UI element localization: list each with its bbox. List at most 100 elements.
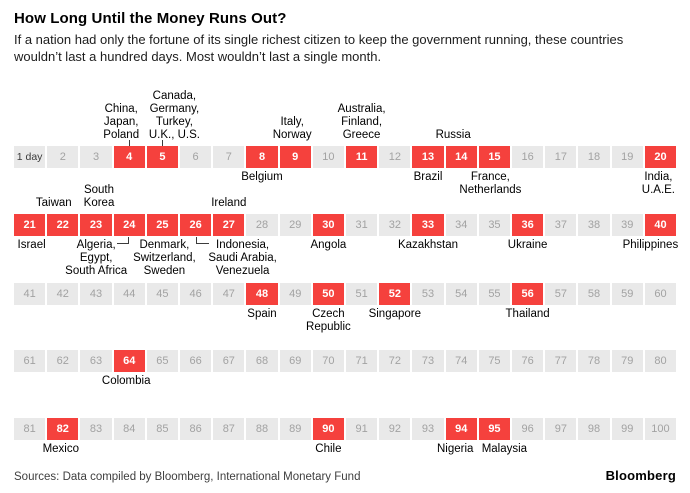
footer: Sources: Data compiled by Bloomberg, Int… xyxy=(14,468,676,483)
country-label: France, Netherlands xyxy=(459,171,522,196)
connector-line xyxy=(117,237,130,244)
day-cell: 34 xyxy=(445,214,477,236)
day-cell: 28 xyxy=(246,214,278,236)
day-cell: 31 xyxy=(346,214,378,236)
day-cell: 71 xyxy=(346,350,378,372)
country-label: Australia, Finland, Greece xyxy=(337,103,386,141)
day-cell: 75 xyxy=(478,350,511,372)
day-cell-highlighted: 26 xyxy=(180,214,212,236)
day-cell: 51 xyxy=(346,283,378,305)
country-label: Philippines xyxy=(622,239,679,251)
day-cell: 35 xyxy=(478,214,511,236)
day-cell: 80 xyxy=(644,350,677,372)
day-cell: 58 xyxy=(578,283,610,305)
day-cell: 93 xyxy=(412,418,444,440)
country-label: Singapore xyxy=(368,308,422,320)
day-cell: 38 xyxy=(578,214,610,236)
day-cell: 72 xyxy=(379,350,411,372)
country-label: Indonesia, Saudi Arabia, Venezuela xyxy=(208,239,277,277)
day-cell: 37 xyxy=(545,214,577,236)
country-label: Angola xyxy=(310,239,347,251)
day-cell-highlighted: 15 xyxy=(478,146,511,168)
day-cell: 92 xyxy=(379,418,411,440)
day-cell: 81 xyxy=(14,418,46,440)
country-label: Brazil xyxy=(413,171,443,183)
grid-row: 1 day 2 3 4 5 6 7 8 9 10 11 12 13 14 15 16 17 18 19 20 xyxy=(14,146,677,168)
day-cell-highlighted: 33 xyxy=(412,214,444,236)
day-cell-highlighted: 14 xyxy=(445,146,477,168)
grid-row: 61 62 63 64 65 66 67 68 69 70 71 72 73 74 75 76 77 78 79 80 xyxy=(14,350,677,372)
day-cell: 67 xyxy=(213,350,245,372)
day-cell: 41 xyxy=(14,283,46,305)
country-label: Russia xyxy=(435,129,471,141)
country-label: Thailand xyxy=(505,308,550,320)
country-label: India, U.A.E. xyxy=(641,171,676,196)
day-cell: 83 xyxy=(80,418,112,440)
day-cell: 55 xyxy=(478,283,511,305)
country-label: China, Japan, Poland xyxy=(103,103,140,141)
day-cell-highlighted: 25 xyxy=(146,214,179,236)
day-cell: 29 xyxy=(279,214,311,236)
day-cell-highlighted: 52 xyxy=(379,283,411,305)
day-cell: 65 xyxy=(146,350,179,372)
connector-line xyxy=(195,237,209,244)
country-label: South Korea xyxy=(83,184,115,209)
day-cell-highlighted: 13 xyxy=(412,146,444,168)
country-label: Chile xyxy=(315,443,342,455)
country-label: Belgium xyxy=(241,171,283,183)
country-label: Spain xyxy=(247,308,277,320)
country-label: Italy, Norway xyxy=(272,116,312,141)
grid-row: 21 22 23 24 25 26 27 28 29 30 31 32 33 34 35 36 37 38 39 40 xyxy=(14,214,677,236)
day-cell: 32 xyxy=(379,214,411,236)
day-cell: 53 xyxy=(412,283,444,305)
country-label: Israel xyxy=(17,239,46,251)
day-cell: 99 xyxy=(611,418,643,440)
day-cell: 45 xyxy=(146,283,179,305)
day-cell: 87 xyxy=(213,418,245,440)
day-cell: 77 xyxy=(545,350,577,372)
chart-area: 1 day 2 3 4 5 6 7 8 9 10 11 12 13 14 15 16 17 18 19 20 21 22 2… xyxy=(0,88,690,462)
country-label: Canada, Germany, Turkey, U.K., U.S. xyxy=(148,90,200,141)
day-cell-highlighted: 27 xyxy=(213,214,245,236)
day-cell-highlighted: 5 xyxy=(146,146,179,168)
country-label: Colombia xyxy=(101,375,151,387)
day-cell: 78 xyxy=(578,350,610,372)
day-cell-highlighted: 64 xyxy=(113,350,145,372)
country-label: Ukraine xyxy=(507,239,548,251)
day-cell: 59 xyxy=(611,283,643,305)
day-cell-highlighted: 50 xyxy=(312,283,345,305)
grid-row: 81 82 83 84 85 86 87 88 89 90 91 92 93 94 95 96 97 98 99 10… xyxy=(14,418,677,440)
day-cell-highlighted: 94 xyxy=(445,418,477,440)
day-cell: 66 xyxy=(180,350,212,372)
day-cell: 62 xyxy=(47,350,79,372)
day-cell: 76 xyxy=(512,350,544,372)
day-cell: 68 xyxy=(246,350,278,372)
day-cell: 49 xyxy=(279,283,311,305)
day-cell: 57 xyxy=(545,283,577,305)
day-cell: 18 xyxy=(578,146,610,168)
day-cell: 88 xyxy=(246,418,278,440)
day-cell-highlighted: 90 xyxy=(312,418,345,440)
day-cell-highlighted: 8 xyxy=(246,146,278,168)
day-cell: 84 xyxy=(113,418,145,440)
day-cell-highlighted: 4 xyxy=(113,146,145,168)
day-cell: 1 day xyxy=(14,146,46,168)
day-cell: 63 xyxy=(80,350,112,372)
day-cell-highlighted: 30 xyxy=(312,214,345,236)
day-cell-highlighted: 36 xyxy=(512,214,544,236)
day-cell: 10 xyxy=(312,146,345,168)
day-cell: 98 xyxy=(578,418,610,440)
day-cell: 7 xyxy=(213,146,245,168)
country-label: Nigeria xyxy=(436,443,474,455)
country-label: Mexico xyxy=(42,443,80,455)
day-cell-highlighted: 95 xyxy=(478,418,511,440)
day-cell: 97 xyxy=(545,418,577,440)
grid-row: 41 42 43 44 45 46 47 48 49 50 51 52 53 54 55 56 57 58 59 60 xyxy=(14,283,677,305)
day-cell: 6 xyxy=(180,146,212,168)
header: How Long Until the Money Runs Out? If a … xyxy=(0,0,690,65)
country-label: Denmark, Switzerland, Sweden xyxy=(133,239,196,277)
country-label: Taiwan xyxy=(35,197,72,209)
day-cell-highlighted: 9 xyxy=(279,146,311,168)
chart-subtitle: If a nation had only the fortune of its … xyxy=(14,32,624,64)
